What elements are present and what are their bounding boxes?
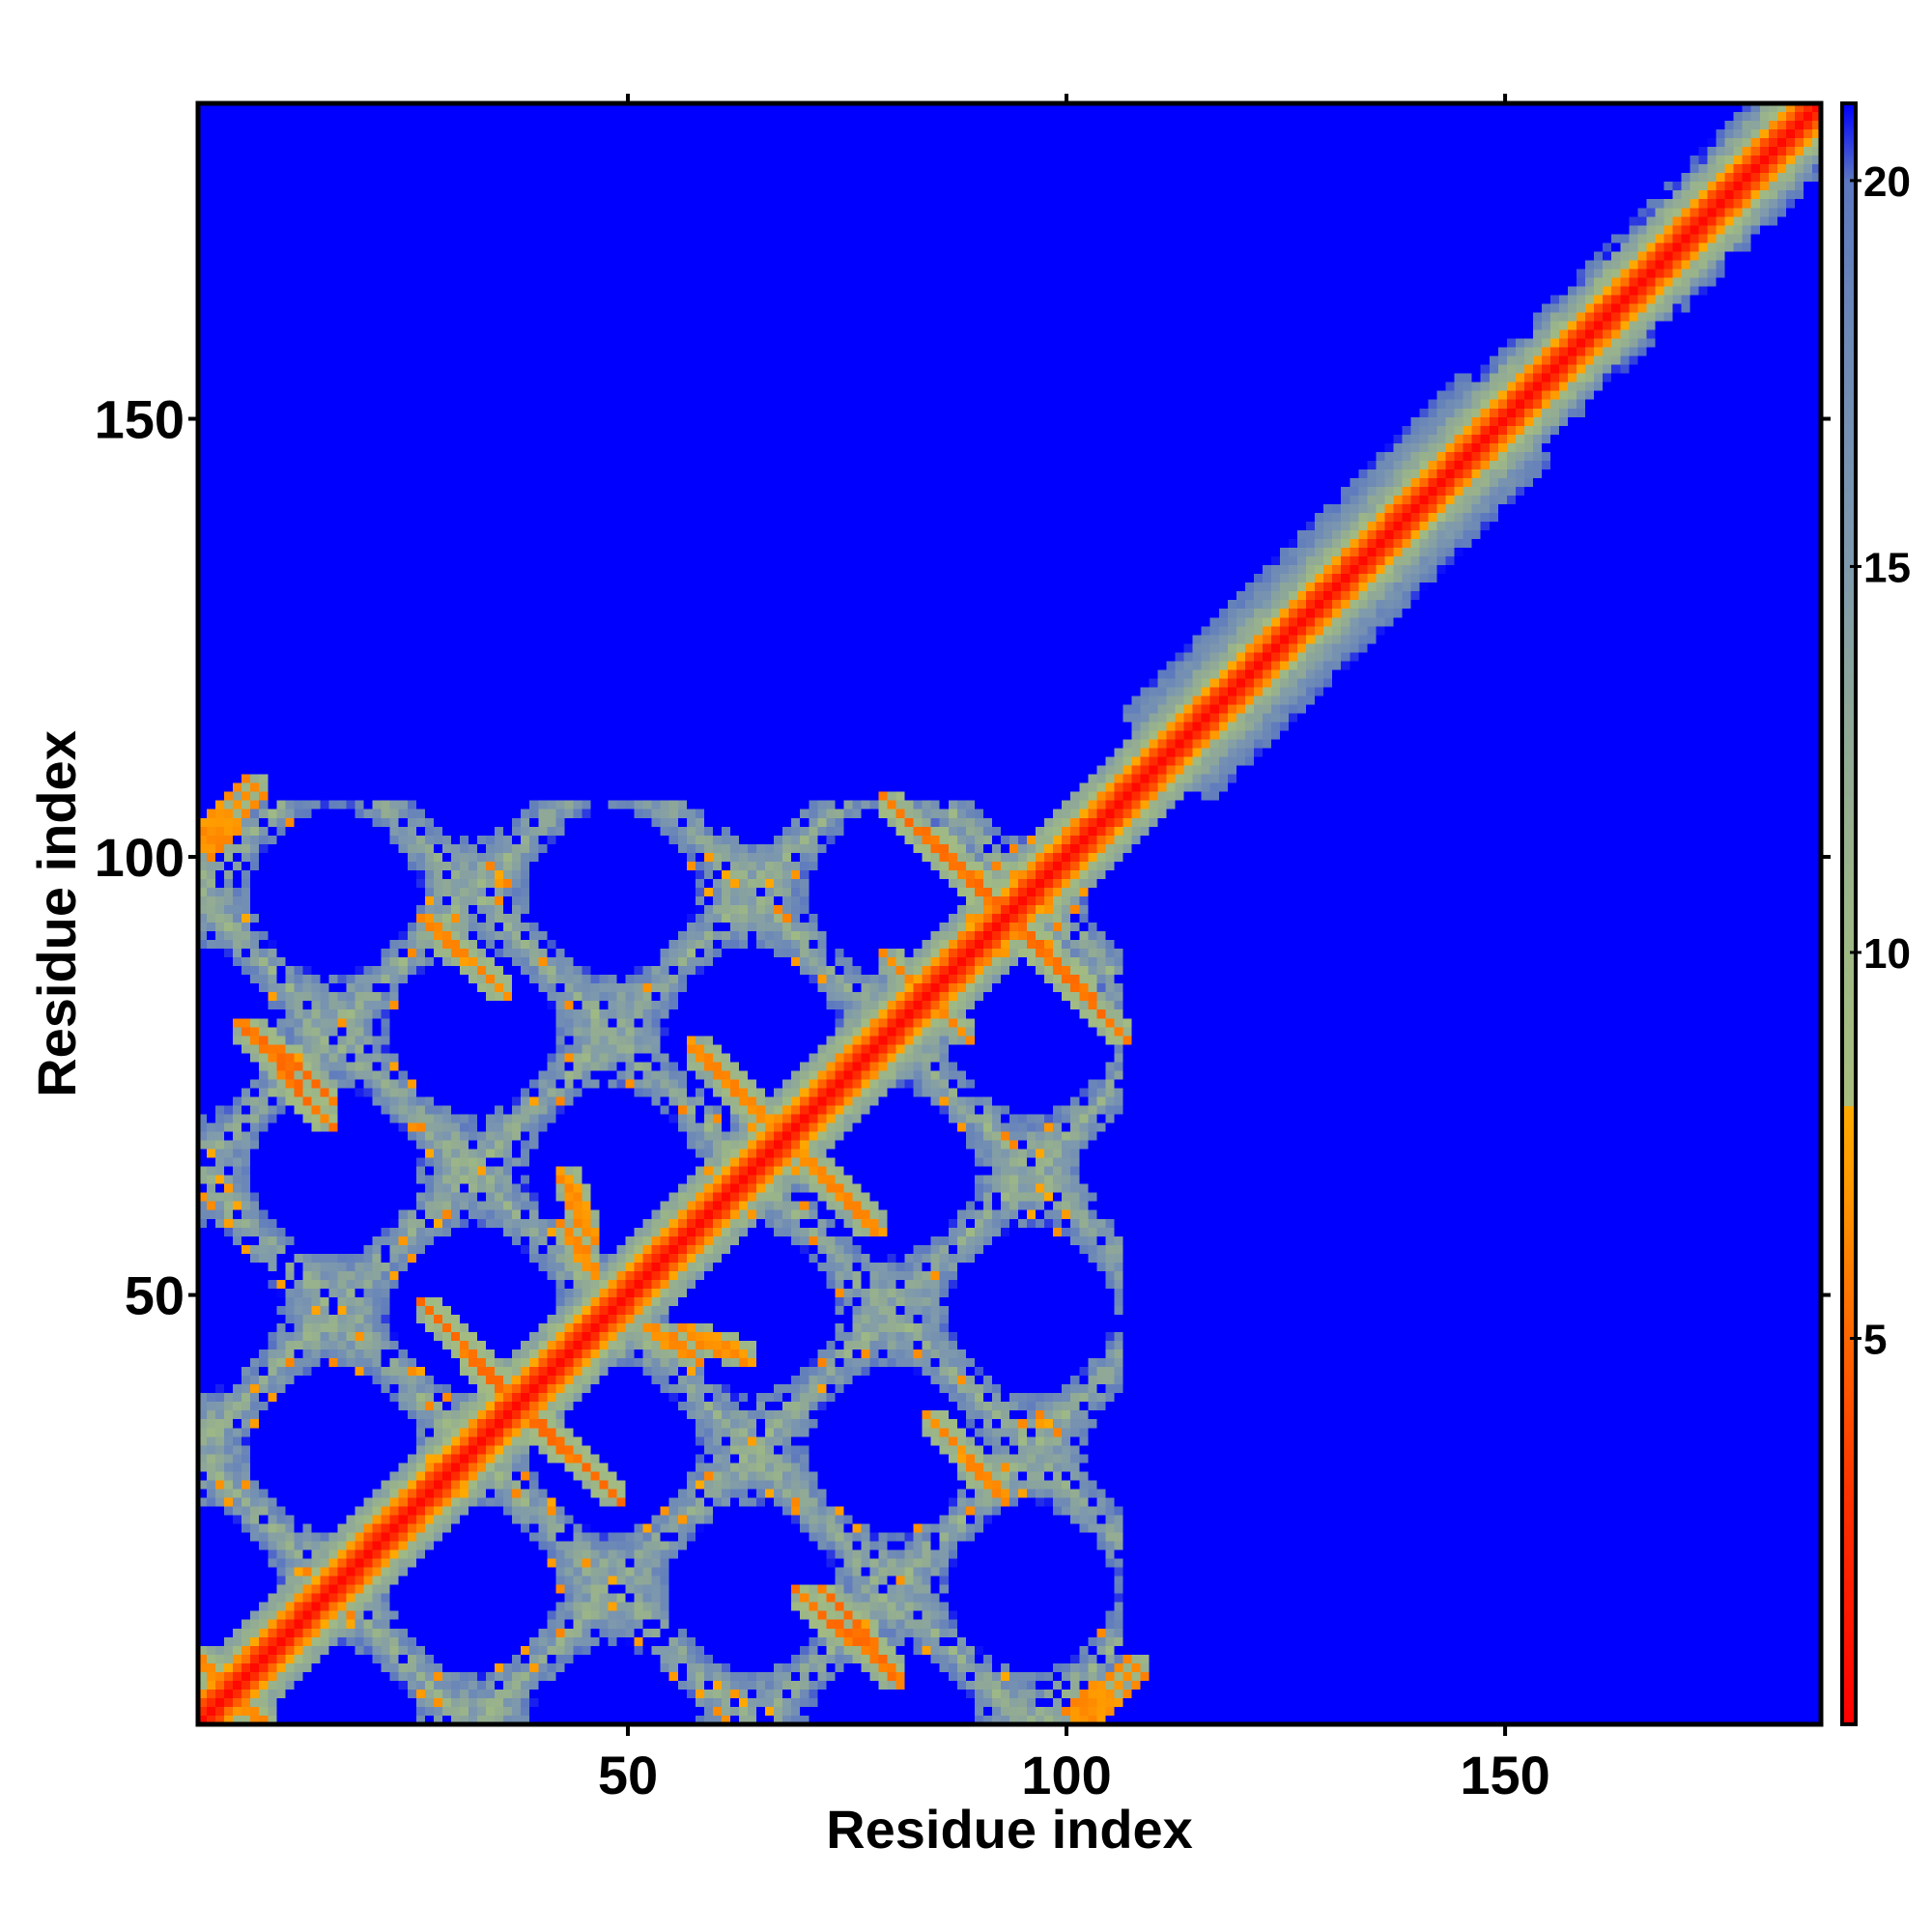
y-tick-label: 100	[95, 827, 185, 888]
x-axis-ticks: 50 100 150	[598, 94, 1550, 1805]
y-tick-label: 50	[125, 1265, 185, 1326]
plot-frame	[195, 100, 1824, 1727]
colorbar-frame	[1840, 101, 1858, 1726]
colorbar-tick-label: 15	[1863, 544, 1911, 591]
heatmap-plot-area	[198, 103, 1821, 1724]
colorbar-ticks: 5 10 15 20	[1850, 158, 1911, 1363]
x-tick-label: 50	[598, 1745, 658, 1805]
y-axis-ticks: 50 100 150	[95, 389, 1831, 1326]
colorbar-tick-label: 20	[1863, 158, 1911, 206]
colorbar-tick-label: 5	[1863, 1316, 1887, 1363]
x-tick-label: 150	[1460, 1745, 1549, 1805]
colorbar-tick-label: 10	[1863, 930, 1911, 978]
x-axis-label: Residue index	[826, 1799, 1193, 1860]
x-tick-label: 100	[1021, 1745, 1111, 1805]
colorbar	[1842, 103, 1856, 1724]
y-tick-label: 150	[95, 389, 185, 450]
y-axis-label: Residue index	[26, 730, 87, 1097]
